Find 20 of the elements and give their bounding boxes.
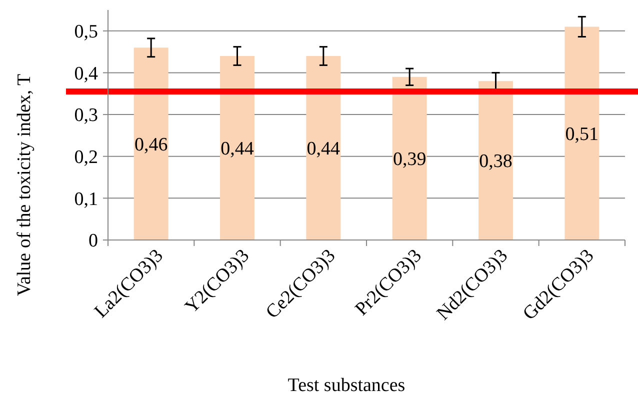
bar [392, 76, 427, 240]
y-tick-label: 0,3 [74, 105, 98, 126]
x-axis-title: Test substances [288, 375, 406, 396]
data-label: 0,44 [306, 138, 341, 160]
data-label: 0,46 [134, 134, 168, 156]
data-label: 0,38 [479, 151, 512, 172]
data-label: 0,39 [392, 149, 426, 170]
bar [564, 26, 600, 240]
bar [478, 81, 513, 240]
data-label: 0,51 [565, 124, 599, 146]
bar [220, 56, 254, 240]
y-tick-label: 0,2 [74, 147, 98, 168]
y-tick-label: 0 [88, 230, 98, 252]
y-tick-label: 0,4 [74, 63, 98, 84]
y-tick-label: 0,1 [74, 188, 98, 210]
data-label: 0,44 [220, 138, 254, 160]
bar [306, 56, 341, 240]
y-tick-label: 0,5 [74, 22, 98, 43]
y-axis-title: Value of the toxicity index, T [14, 73, 35, 296]
bar [134, 48, 168, 240]
